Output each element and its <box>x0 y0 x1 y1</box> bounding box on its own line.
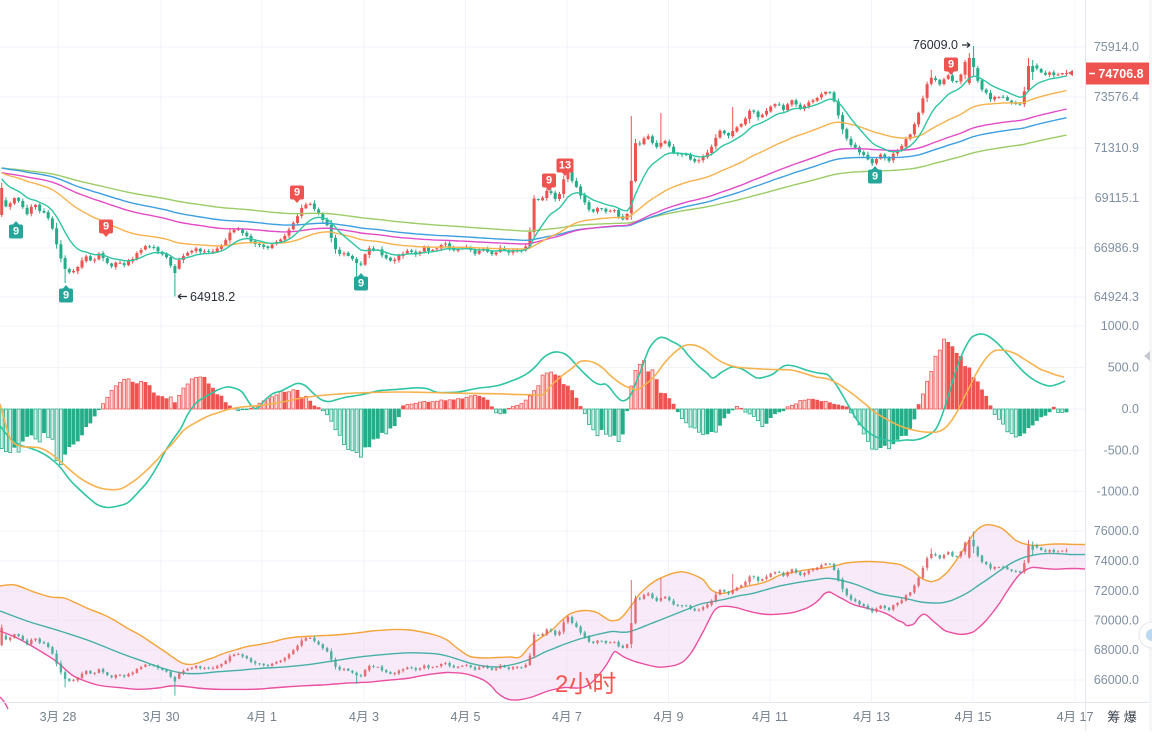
svg-text:69115.1: 69115.1 <box>1095 191 1139 205</box>
svg-text:71310.9: 71310.9 <box>1094 141 1139 155</box>
svg-text:3月 28: 3月 28 <box>40 710 77 724</box>
svg-text:64924.3: 64924.3 <box>1094 290 1139 304</box>
svg-text:4月 7: 4月 7 <box>552 710 582 724</box>
svg-text:9: 9 <box>103 221 109 233</box>
svg-text:4月 17: 4月 17 <box>1057 710 1094 724</box>
svg-text:0.0: 0.0 <box>1122 402 1139 416</box>
svg-text:4月 9: 4月 9 <box>654 710 684 724</box>
svg-text:4月 11: 4月 11 <box>752 710 788 724</box>
svg-text:9: 9 <box>872 171 878 183</box>
svg-text:9: 9 <box>358 278 364 290</box>
svg-text:66000.0: 66000.0 <box>1094 673 1139 687</box>
svg-text:76000.0: 76000.0 <box>1094 524 1139 538</box>
svg-text:73576.4: 73576.4 <box>1094 90 1139 104</box>
svg-text:9: 9 <box>13 226 19 238</box>
svg-text:4月 1: 4月 1 <box>247 710 277 724</box>
svg-text:13: 13 <box>559 160 571 172</box>
svg-text:500.0: 500.0 <box>1108 361 1139 375</box>
svg-text:筹 爆: 筹 爆 <box>1107 710 1137 725</box>
svg-text:4月 3: 4月 3 <box>349 710 379 724</box>
svg-text:1000.0: 1000.0 <box>1101 319 1139 333</box>
svg-text:4月 5: 4月 5 <box>451 710 481 724</box>
svg-text:4月 15: 4月 15 <box>955 710 992 724</box>
svg-text:9: 9 <box>948 59 954 71</box>
svg-text:74000.0: 74000.0 <box>1094 554 1139 568</box>
svg-text:-1000.0: -1000.0 <box>1097 484 1139 498</box>
svg-text:9: 9 <box>294 187 300 199</box>
svg-text:72000.0: 72000.0 <box>1094 584 1139 598</box>
svg-text:68000.0: 68000.0 <box>1094 643 1139 657</box>
svg-text:9: 9 <box>546 175 552 187</box>
svg-text:9: 9 <box>63 290 69 302</box>
svg-text:4月 13: 4月 13 <box>853 710 890 724</box>
svg-text:76009.0: 76009.0 <box>913 38 958 52</box>
svg-text:-500.0: -500.0 <box>1104 443 1139 457</box>
svg-text:64918.2: 64918.2 <box>190 290 235 304</box>
svg-text:70000.0: 70000.0 <box>1094 614 1139 628</box>
svg-text:74706.8: 74706.8 <box>1098 67 1143 81</box>
svg-text:66986.9: 66986.9 <box>1094 241 1139 255</box>
svg-text:2小时: 2小时 <box>555 671 616 698</box>
svg-text:3月 30: 3月 30 <box>143 710 180 724</box>
svg-text:75914.0: 75914.0 <box>1094 40 1139 54</box>
